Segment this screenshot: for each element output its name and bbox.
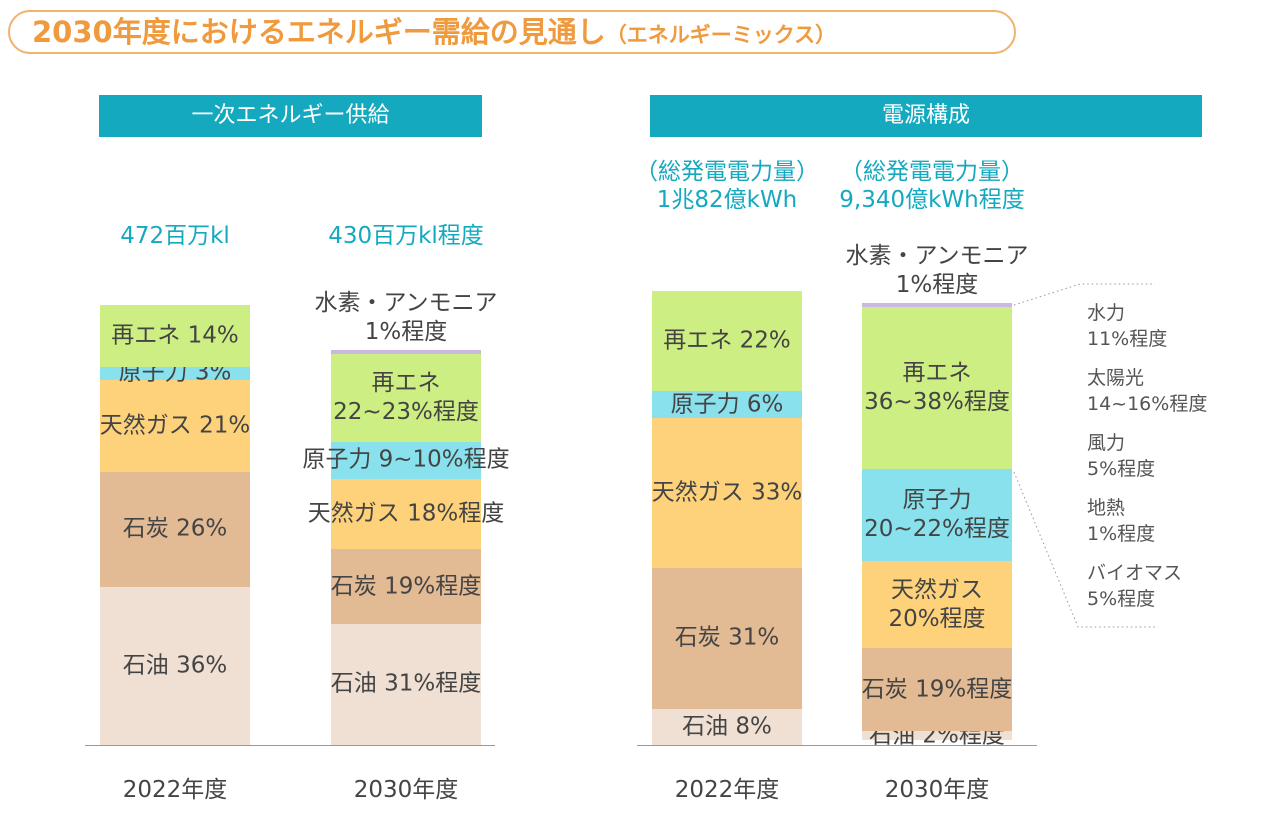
x-tick-label: 2022年度	[674, 777, 780, 803]
total-primary-2030: 430百万kl程度	[328, 223, 484, 249]
breakdown-item: 太陽光 14~16%程度	[1087, 365, 1207, 417]
breakdown-text: 14~16%程度	[1087, 393, 1208, 415]
baseline-left	[85, 745, 495, 746]
data-label: 再エネ 14%	[111, 322, 239, 349]
breakdown-text: 5%程度	[1087, 588, 1156, 610]
data-label: 天然ガス 33%	[651, 479, 803, 506]
bar-segment-再エネ	[862, 307, 1012, 470]
total-value: 9,340億kWh程度	[839, 187, 1025, 213]
connector-top	[1013, 283, 1155, 306]
data-label: 石油 36%	[122, 652, 228, 679]
data-label: 天然ガス 20%程度	[888, 576, 986, 632]
breakdown-item: バイオマス 5%程度	[1087, 560, 1207, 612]
baseline-right	[637, 745, 1037, 746]
bar-segment-再エネ	[331, 353, 481, 442]
data-label: 石炭 31%	[674, 624, 780, 651]
bar-segment-石油	[862, 731, 1012, 740]
total-primary-2022: 472百万kl	[120, 223, 230, 249]
bar-segment-石油	[331, 623, 481, 745]
total-caption: （総発電電力量）	[635, 159, 819, 185]
bar-segment-石油	[100, 586, 250, 745]
bar-segment-石油	[652, 708, 802, 745]
x-tick-label: 2030年度	[353, 777, 459, 803]
data-label: 水素・アンモニア 1%程度	[314, 290, 498, 345]
bar-segment-水素・アンモニア	[331, 350, 481, 354]
title-sub: （エネルギーミックス）	[605, 23, 837, 47]
breakdown-text: 太陽光	[1087, 367, 1145, 389]
data-label: 再エネ 22~23%程度	[333, 369, 479, 425]
bar-segment-天然ガス	[862, 560, 1012, 649]
data-label: 石炭 26%	[122, 515, 228, 542]
page-title: 2030年度におけるエネルギー需給の見通し（エネルギーミックス）	[8, 10, 1016, 54]
title-main: 2030年度におけるエネルギー需給の見通し	[32, 15, 606, 49]
breakdown-text: 1%程度	[1087, 523, 1156, 545]
data-label: 石炭 19%程度	[861, 676, 1013, 703]
breakdown-item: 地熱 1%程度	[1087, 495, 1207, 547]
data-label: 石油 8%	[682, 713, 772, 740]
x-tick-label: 2030年度	[884, 777, 990, 803]
data-label: 原子力 20~22%程度	[864, 486, 1010, 542]
breakdown-text: 5%程度	[1087, 458, 1156, 480]
bar-segment-原子力	[862, 469, 1012, 561]
breakdown-item: 風力 5%程度	[1087, 430, 1207, 482]
bar-segment-原子力	[100, 366, 250, 380]
bar-segment-再エネ	[100, 305, 250, 367]
bar-segment-石炭	[331, 549, 481, 624]
breakdown-text: 水力	[1087, 302, 1126, 324]
data-label: 再エネ 22%	[663, 327, 791, 354]
data-label: 原子力 6%	[670, 391, 784, 417]
x-tick-label: 2022年度	[122, 777, 228, 803]
bar-segment-天然ガス	[652, 418, 802, 568]
breakdown-text: 地熱	[1087, 497, 1126, 519]
breakdown-item: 水力 11%程度	[1087, 300, 1207, 352]
breakdown-text: 風力	[1087, 432, 1126, 454]
bar-segment-天然ガス	[100, 379, 250, 473]
data-label: 石炭 19%程度	[330, 573, 482, 600]
data-label: 石油 31%程度	[330, 670, 482, 697]
bar-segment-石炭	[100, 472, 250, 587]
bar-segment-石炭	[862, 648, 1012, 732]
bar-segment-原子力	[652, 390, 802, 419]
data-label: 再エネ 36~38%程度	[864, 360, 1010, 416]
primary-energy-header: 一次エネルギー供給	[99, 95, 482, 137]
connector-bottom	[1013, 471, 1155, 628]
data-label: 天然ガス 18%程度	[307, 500, 505, 527]
bar-segment-天然ガス	[331, 479, 481, 550]
data-label: 天然ガス 21%	[99, 412, 251, 439]
bar-segment-石炭	[652, 567, 802, 709]
renewables-breakdown: 水力 11%程度 太陽光 14~16%程度 風力 5%程度 地熱 1%程度 バイオマス 5%程度	[1087, 300, 1207, 625]
total-power-2022: （総発電電力量） 1兆82億kWh	[627, 158, 827, 214]
bar-segment-水素・アンモニア	[862, 303, 1012, 308]
data-label: 原子力 9~10%程度	[302, 446, 510, 473]
bar-segment-原子力	[331, 441, 481, 480]
data-label: 水素・アンモニア 1%程度	[845, 243, 1029, 298]
breakdown-text: バイオマス	[1087, 562, 1183, 584]
total-power-2030: （総発電電力量） 9,340億kWh程度	[820, 158, 1044, 214]
total-caption: （総発電電力量）	[840, 159, 1024, 185]
bar-segment-再エネ	[652, 291, 802, 391]
total-value: 1兆82億kWh	[656, 187, 798, 213]
power-mix-header: 電源構成	[650, 95, 1202, 137]
breakdown-text: 11%程度	[1087, 328, 1168, 350]
